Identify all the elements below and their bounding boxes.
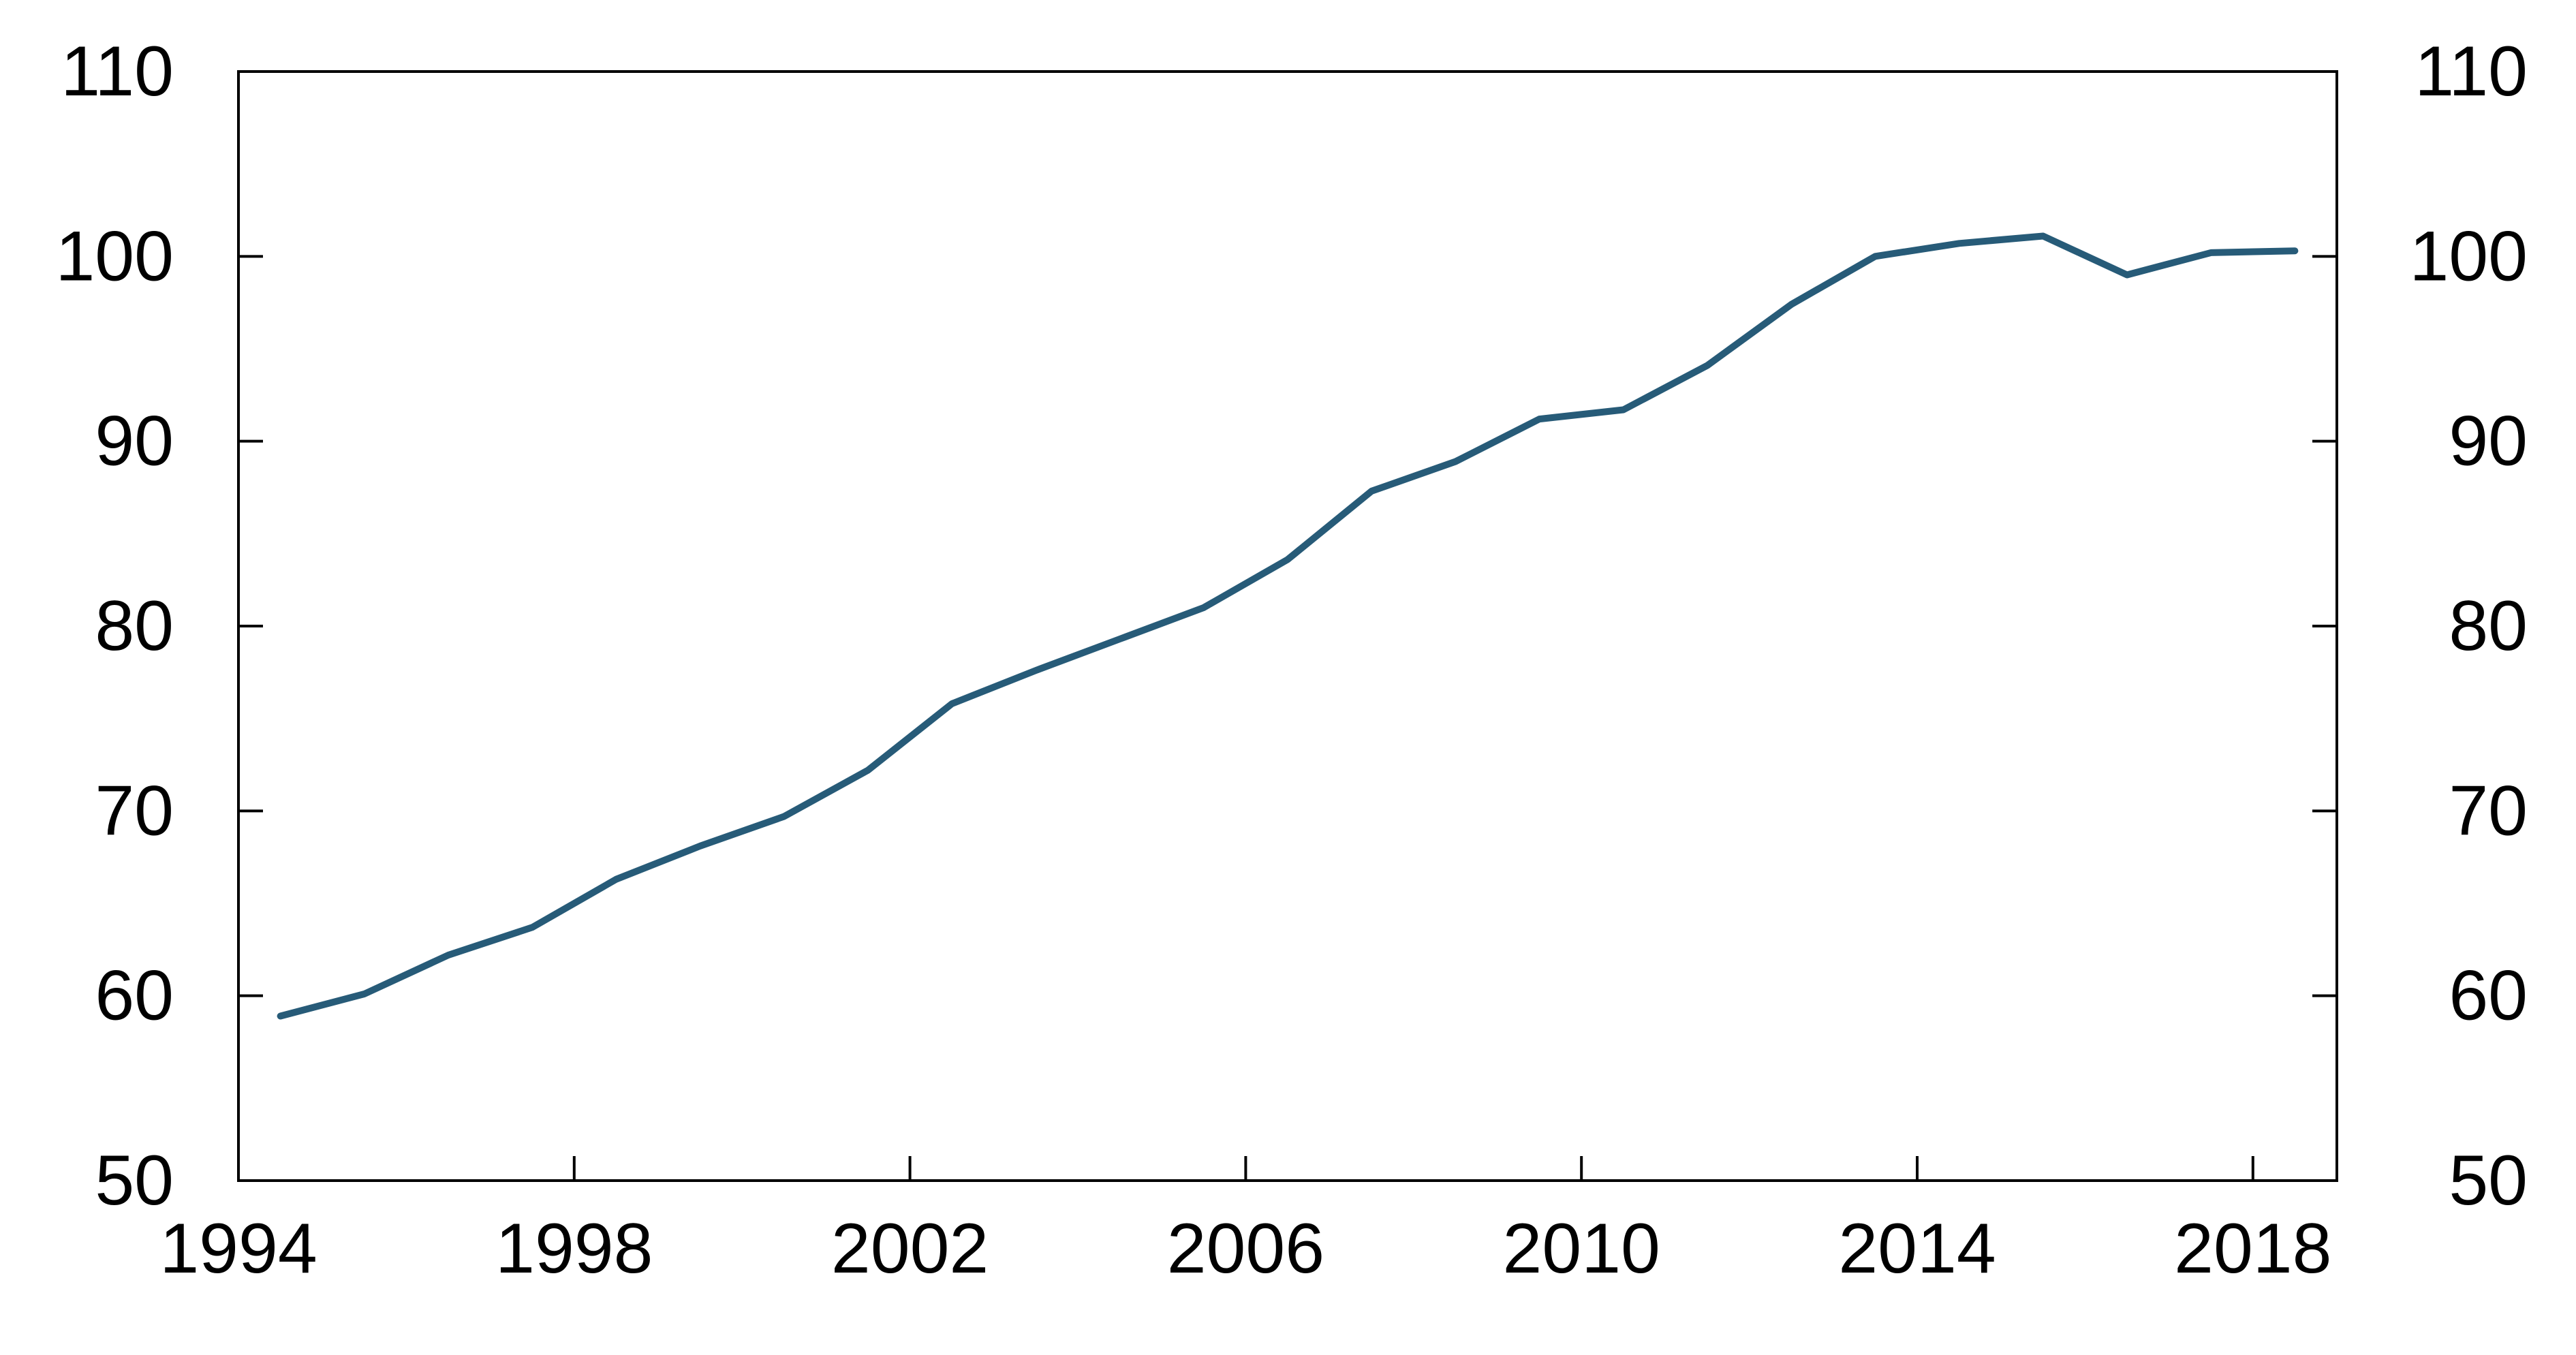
right-y-tick-label: 110 <box>2415 32 2528 111</box>
x-axis: 1994 1998 2002 2006 2010 2014 2018 <box>159 1156 2331 1288</box>
right-y-tick-label: 60 <box>2449 956 2528 1035</box>
left-y-tick-label: 70 <box>95 771 174 850</box>
plot-frame <box>237 70 2338 1182</box>
x-tick-label: 2014 <box>1838 1209 1996 1288</box>
left-y-axis: 50 60 70 80 90 100 110 <box>55 32 263 1220</box>
left-y-tick-label: 110 <box>61 32 174 111</box>
left-y-tick-label: 90 <box>95 402 174 481</box>
x-tick-label: 1994 <box>159 1209 317 1288</box>
right-y-tick-label: 90 <box>2449 402 2528 481</box>
x-tick-label: 2018 <box>2174 1209 2331 1288</box>
left-y-tick-label: 60 <box>95 956 174 1035</box>
right-y-tick-label: 50 <box>2449 1141 2528 1220</box>
left-y-tick-label: 100 <box>55 217 174 296</box>
series-line <box>277 232 2299 1020</box>
left-y-tick-label: 50 <box>95 1141 174 1220</box>
x-tick-label: 2010 <box>1503 1209 1660 1288</box>
right-y-axis: 50 60 70 80 90 100 110 <box>2312 32 2528 1220</box>
left-y-tick-label: 80 <box>95 587 174 666</box>
x-tick-label: 2006 <box>1167 1209 1324 1288</box>
x-tick-label: 1998 <box>495 1209 653 1288</box>
right-y-tick-label: 80 <box>2449 587 2528 666</box>
right-y-tick-label: 100 <box>2409 217 2528 296</box>
x-tick-label: 2002 <box>831 1209 989 1288</box>
right-y-tick-label: 70 <box>2449 771 2528 850</box>
